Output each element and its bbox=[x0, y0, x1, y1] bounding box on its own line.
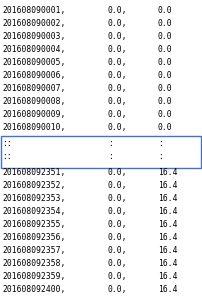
Text: 201608090006,: 201608090006, bbox=[2, 71, 65, 80]
Text: 201608090008,: 201608090008, bbox=[2, 97, 65, 106]
Text: 0.0: 0.0 bbox=[158, 6, 173, 15]
Text: 0.0,: 0.0, bbox=[108, 123, 127, 132]
Text: :: : bbox=[158, 152, 163, 161]
Text: 201608092353,: 201608092353, bbox=[2, 194, 65, 203]
Text: 201608090010,: 201608090010, bbox=[2, 123, 65, 132]
Text: :: : bbox=[158, 139, 163, 148]
Text: 201608090009,: 201608090009, bbox=[2, 110, 65, 119]
Text: 16.4: 16.4 bbox=[158, 181, 178, 190]
Text: 0.0,: 0.0, bbox=[108, 259, 127, 268]
Text: 16.4: 16.4 bbox=[158, 220, 178, 229]
Text: ::: :: bbox=[2, 139, 12, 148]
Text: 16.4: 16.4 bbox=[158, 168, 178, 177]
Text: 0.0,: 0.0, bbox=[108, 32, 127, 41]
Text: 0.0,: 0.0, bbox=[108, 246, 127, 255]
Bar bbox=[0, 136, 201, 168]
Text: 201608090002,: 201608090002, bbox=[2, 19, 65, 28]
Text: 201608092355,: 201608092355, bbox=[2, 220, 65, 229]
Text: :: : bbox=[108, 152, 113, 161]
Text: 0.0,: 0.0, bbox=[108, 97, 127, 106]
Text: 16.4: 16.4 bbox=[158, 272, 178, 281]
Text: 16.4: 16.4 bbox=[158, 259, 178, 268]
Text: 0.0,: 0.0, bbox=[108, 6, 127, 15]
Text: 0.0,: 0.0, bbox=[108, 220, 127, 229]
Text: 201608092400,: 201608092400, bbox=[2, 285, 65, 294]
Text: 16.4: 16.4 bbox=[158, 194, 178, 203]
Text: 0.0,: 0.0, bbox=[108, 272, 127, 281]
Text: 0.0,: 0.0, bbox=[108, 71, 127, 80]
Text: 201608090001,: 201608090001, bbox=[2, 6, 65, 15]
Text: 201608090005,: 201608090005, bbox=[2, 58, 65, 67]
Text: 16.4: 16.4 bbox=[158, 233, 178, 242]
Text: 201608090004,: 201608090004, bbox=[2, 45, 65, 54]
Text: 0.0: 0.0 bbox=[158, 84, 173, 93]
Text: ::: :: bbox=[2, 152, 12, 161]
Text: 0.0,: 0.0, bbox=[108, 110, 127, 119]
Text: 0.0,: 0.0, bbox=[108, 45, 127, 54]
Text: 0.0: 0.0 bbox=[158, 123, 173, 132]
Text: 201608090003,: 201608090003, bbox=[2, 32, 65, 41]
Text: 0.0,: 0.0, bbox=[108, 194, 127, 203]
Text: 16.4: 16.4 bbox=[158, 246, 178, 255]
Text: 201608092352,: 201608092352, bbox=[2, 181, 65, 190]
Text: :: : bbox=[108, 139, 113, 148]
Text: 0.0,: 0.0, bbox=[108, 181, 127, 190]
Text: 0.0: 0.0 bbox=[158, 97, 173, 106]
Text: 0.0: 0.0 bbox=[158, 71, 173, 80]
Text: 0.0: 0.0 bbox=[158, 58, 173, 67]
Text: 0.0,: 0.0, bbox=[108, 285, 127, 294]
Text: 201608092354,: 201608092354, bbox=[2, 207, 65, 216]
Text: 0.0,: 0.0, bbox=[108, 168, 127, 177]
Text: 201608090007,: 201608090007, bbox=[2, 84, 65, 93]
Text: 0.0: 0.0 bbox=[158, 45, 173, 54]
Text: 0.0,: 0.0, bbox=[108, 207, 127, 216]
Text: 0.0,: 0.0, bbox=[108, 58, 127, 67]
Text: 201608092359,: 201608092359, bbox=[2, 272, 65, 281]
Text: 0.0,: 0.0, bbox=[108, 19, 127, 28]
Text: 0.0,: 0.0, bbox=[108, 233, 127, 242]
Text: 201608092357,: 201608092357, bbox=[2, 246, 65, 255]
Text: 0.0,: 0.0, bbox=[108, 84, 127, 93]
Text: 0.0: 0.0 bbox=[158, 110, 173, 119]
Text: 16.4: 16.4 bbox=[158, 207, 178, 216]
Text: 201608092351,: 201608092351, bbox=[2, 168, 65, 177]
Text: 201608092358,: 201608092358, bbox=[2, 259, 65, 268]
Text: 201608092356,: 201608092356, bbox=[2, 233, 65, 242]
Text: 0.0: 0.0 bbox=[158, 19, 173, 28]
Text: 16.4: 16.4 bbox=[158, 285, 178, 294]
Text: 0.0: 0.0 bbox=[158, 32, 173, 41]
